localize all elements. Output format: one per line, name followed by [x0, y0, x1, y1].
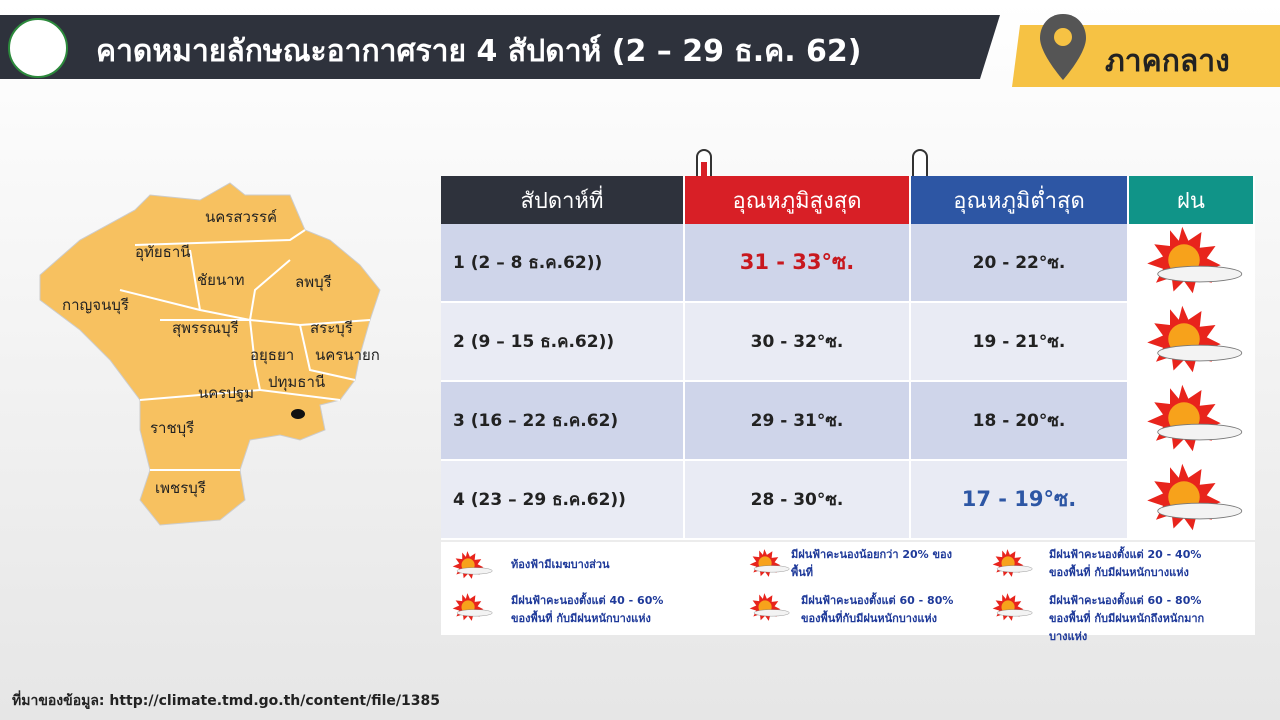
row: 2 (9 – 15 ธ.ค.62)) 30 - 32°ซ. 19 - 21°ซ.: [441, 302, 1255, 382]
province-label: กาญจนบุรี: [62, 296, 129, 315]
header-row: สัปดาห์ที่ อุณหภูมิสูงสุด อุณหภูมิต่ำสุด…: [441, 176, 1255, 224]
province-label: สุพรรณบุรี: [172, 319, 239, 338]
max-temp: 30 - 32°ซ.: [684, 302, 911, 382]
legend-item: มีฝนฟ้าคะนองตั้งแต่ 40 - 60% ของพื้นที่ …: [511, 594, 664, 625]
legend-icon: [989, 590, 1033, 624]
map: นครสวรรค์อุทัยธานีชัยนาท ลพบุรีกาญจนบุรีส…: [39, 182, 381, 526]
pin-icon: [1040, 14, 1086, 80]
borders: [119, 229, 371, 471]
rain-cell: [1128, 381, 1255, 461]
logo: [8, 18, 68, 78]
row: 3 (16 – 22 ธ.ค.62) 29 - 31°ซ. 18 - 20°ซ.: [441, 381, 1255, 461]
legend-item: ท้องฟ้ามีเมฆบางส่วน: [511, 558, 610, 571]
weather-icon: [1131, 383, 1251, 453]
forecast-table: สัปดาห์ที่ อุณหภูมิสูงสุด อุณหภูมิต่ำสุด…: [441, 176, 1255, 540]
province-label: เพชรบุรี: [155, 479, 206, 498]
legend-icon: [746, 590, 790, 624]
weather-icon: [1131, 304, 1251, 374]
rain-cell: [1128, 460, 1255, 540]
bangkok-marker: [291, 409, 305, 419]
province-label: ราชบุรี: [150, 419, 194, 438]
title: คาดหมายลักษณะอากาศราย 4 สัปดาห์ (2 – 29 …: [96, 34, 862, 69]
legend-item: มีฝนฟ้าคะนองตั้งแต่ 60 - 80% ของพื้นที่ …: [1049, 594, 1205, 643]
weather-icon: [1131, 462, 1251, 532]
legend-icon: [989, 546, 1033, 580]
legend-icon: [449, 590, 493, 624]
row: 4 (23 – 29 ธ.ค.62)) 28 - 30°ซ. 17 - 19°ซ…: [441, 460, 1255, 540]
min-temp: 20 - 22°ซ.: [910, 224, 1129, 303]
max-temp: 31 - 33°ซ.: [684, 224, 911, 303]
province-label: ปทุมธานี: [268, 373, 325, 392]
legend-item: มีฝนฟ้าคะนองตั้งแต่ 20 - 40% ของพื้นที่ …: [1049, 548, 1202, 579]
province-label: อุทัยธานี: [135, 243, 191, 262]
max-temp: 29 - 31°ซ.: [684, 381, 911, 461]
legend-item: มีฝนฟ้าคะนองตั้งแต่ 60 - 80% ของพื้นที่ก…: [801, 594, 954, 625]
column-header: ฝน: [1128, 176, 1255, 224]
province-label: ลพบุรี: [295, 273, 332, 292]
min-temp: 17 - 19°ซ.: [910, 460, 1129, 540]
column-header: อุณหภูมิต่ำสุด: [910, 176, 1129, 224]
legend: ท้องฟ้ามีเมฆบางส่วน มีฝนฟ้าคะนองน้อยกว่า …: [441, 542, 1255, 643]
min-temp: 19 - 21°ซ.: [910, 302, 1129, 382]
column-header: สัปดาห์ที่: [441, 176, 685, 224]
province-label: นครนายก: [315, 346, 380, 364]
week: 4 (23 – 29 ธ.ค.62)): [441, 460, 685, 540]
source: ที่มาของข้อมูล: http://climate.tmd.go.th…: [12, 693, 440, 709]
max-temp: 28 - 30°ซ.: [684, 460, 911, 540]
map-shape: [39, 182, 381, 526]
province-label: นครสวรรค์: [205, 208, 277, 226]
column-header: อุณหภูมิสูงสุด: [684, 176, 911, 224]
province-label: ชัยนาท: [197, 271, 245, 289]
province-label: อยุธยา: [250, 346, 294, 365]
region-label: ภาคกลาง: [1105, 44, 1230, 79]
legend-icon: [449, 548, 493, 582]
week: 3 (16 – 22 ธ.ค.62): [441, 381, 685, 461]
legend-icon: [746, 546, 790, 580]
rain-cell: [1128, 224, 1255, 303]
week: 2 (9 – 15 ธ.ค.62)): [441, 302, 685, 382]
province-label: สระบุรี: [310, 319, 353, 338]
row: 1 (2 – 8 ธ.ค.62)) 31 - 33°ซ. 20 - 22°ซ.: [441, 224, 1255, 303]
header-bar: [0, 15, 1000, 79]
week: 1 (2 – 8 ธ.ค.62)): [441, 224, 685, 303]
province-label: นครปฐม: [198, 384, 254, 402]
legend-item: มีฝนฟ้าคะนองน้อยกว่า 20% ของพื้นที่: [791, 548, 953, 579]
rain-cell: [1128, 302, 1255, 382]
weather-icon: [1131, 225, 1251, 295]
min-temp: 18 - 20°ซ.: [910, 381, 1129, 461]
